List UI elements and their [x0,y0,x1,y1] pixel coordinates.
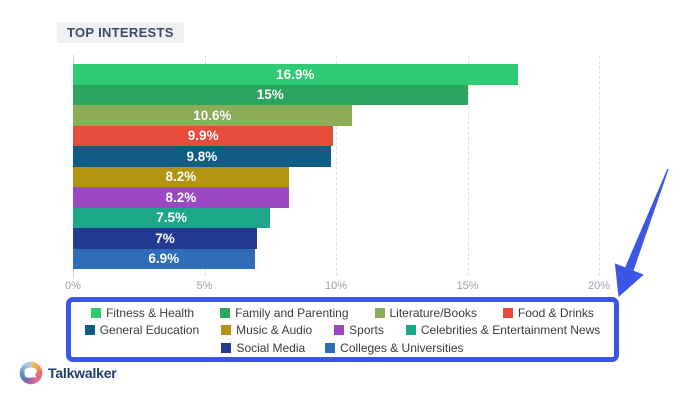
legend-label: Celebrities & Entertainment News [420,323,601,337]
bar-value-label: 8.2% [165,169,197,185]
bar-fitness-health[interactable]: 16.9% [73,64,518,85]
legend-item-sports[interactable]: Sports [334,323,384,337]
legend-label: General Education [99,323,200,337]
x-tick-15pct: 15% [456,280,479,292]
legend-item-family-and-parenting[interactable]: Family and Parenting [220,305,349,320]
x-tick-10pct: 10% [324,280,348,292]
legend-swatch [405,325,416,335]
legend-label: Food & Drinks [517,305,594,320]
gridline-20pct [599,56,600,276]
x-tick-5pct: 5% [196,280,213,292]
legend-label: Colleges & Universities [340,340,464,355]
chart-title-box: TOP INTERESTS [57,22,184,43]
legend-swatch [221,325,232,335]
bar-value-label: 16.9% [276,66,315,82]
bar-music-audio[interactable]: 8.2% [73,166,289,187]
legend-box: Fitness & Health Family and Parenting Lite… [66,297,619,362]
bar-value-label: 6.9% [148,251,180,267]
legend-label: Family and Parenting [235,305,349,320]
legend-item-literature-books[interactable]: Literature/Books [374,305,477,320]
legend-item-colleges-universities[interactable]: Colleges & Universities [325,340,464,355]
legend-label: Social Media [236,340,306,355]
brand-footer: Talkwalker [19,361,117,385]
bar-family-and-parenting[interactable]: 15% [73,84,468,105]
bar-value-label: 8.2% [165,189,197,205]
legend-swatch [84,325,95,335]
legend-item-food-drinks[interactable]: Food & Drinks [502,305,594,320]
gridline-15pct [467,56,469,276]
x-tick-20pct: 20% [587,280,611,292]
x-tick-0pct: 0% [65,280,81,292]
talkwalker-logo-icon [19,361,43,385]
legend-row-2: General Education Music & Audio Sports Cele… [71,321,614,339]
bar-literature-books[interactable]: 10.6% [73,105,352,126]
bar-celebrities-entertainment-news[interactable]: 7.5% [73,207,271,228]
legend-swatch [374,307,385,318]
bar-colleges-universities[interactable]: 6.9% [73,248,255,269]
legend-swatch [220,307,231,318]
legend-row-3: Social Media Colleges & Universities [71,339,614,357]
chart-title: TOP INTERESTS [67,25,174,40]
bar-value-label: 7% [155,230,175,246]
legend-swatch [221,342,232,353]
bar-value-label: 9.8% [186,148,218,164]
legend-row-1: Fitness & Health Family and Parenting Lite… [71,304,614,322]
bar-sports[interactable]: 8.2% [73,187,289,208]
bar-general-education[interactable]: 9.8% [73,146,331,167]
bar-food-drinks[interactable]: 9.9% [73,125,334,146]
bar-value-label: 7.5% [156,210,188,226]
bar-value-label: 9.9% [187,128,219,144]
legend-label: Fitness & Health [106,305,195,320]
gridline-10pct [336,56,337,276]
legend-item-general-education[interactable]: General Education [84,323,200,337]
legend-swatch [334,325,345,335]
legend-swatch [502,307,513,318]
bar-social-media[interactable]: 7% [73,228,258,249]
legend-item-social-media[interactable]: Social Media [221,341,305,355]
legend-item-celebrities-entertainment-news[interactable]: Celebrities & Entertainment News [405,323,601,337]
legend-label: Music & Audio [236,323,313,337]
brand-name: Talkwalker [48,365,117,381]
bar-value-label: 15% [256,87,284,103]
legend-label: Literature/Books [389,305,477,320]
legend-item-fitness-health[interactable]: Fitness & Health [91,306,194,320]
legend-item-music-audio[interactable]: Music & Audio [221,323,312,337]
legend-swatch [325,342,336,353]
legend-label: Sports [349,323,384,337]
legend-swatch [91,307,102,318]
bar-value-label: 10.6% [193,107,232,123]
